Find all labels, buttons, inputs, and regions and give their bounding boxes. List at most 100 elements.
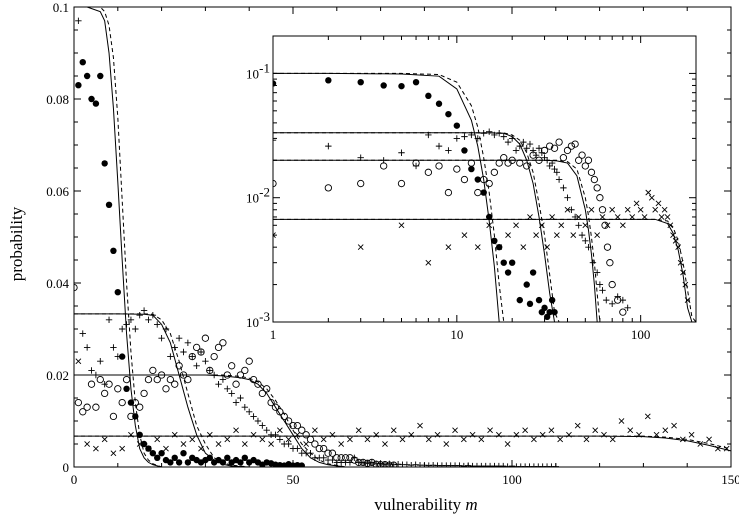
main-point-plus (193, 363, 199, 369)
inset-point-filled-circle (517, 297, 523, 303)
main-point-cross (426, 437, 431, 442)
inset-background (273, 36, 696, 322)
main-point-open-circle (115, 386, 121, 392)
x-tick-label: 150 (721, 472, 739, 487)
main-point-filled-circle (93, 100, 99, 106)
main-point-plus (167, 353, 173, 359)
main-point-open-circle (119, 399, 125, 405)
y-axis-title: probability (7, 206, 26, 281)
main-point-plus (215, 381, 221, 387)
main-point-open-circle (242, 367, 248, 373)
main-point-plus (185, 340, 191, 346)
main-point-cross (400, 437, 405, 442)
main-point-cross (461, 437, 466, 442)
inset-plot: 1 10 10010-110-210-3 (246, 36, 696, 342)
main-point-cross (234, 428, 239, 433)
main-point-cross (707, 437, 712, 442)
main-point-plus (500, 463, 506, 469)
main-point-open-circle (145, 376, 151, 382)
main-point-open-circle (137, 404, 143, 410)
main-point-cross (575, 423, 580, 428)
inset-x-tick-label: 1 (270, 327, 277, 342)
main-point-plus (106, 317, 112, 323)
main-point-cross (225, 437, 230, 442)
main-point-plus (264, 427, 270, 433)
main-point-plus (242, 404, 248, 410)
main-curve-7-solid (74, 436, 731, 451)
inset-point-filled-circle (358, 79, 364, 85)
main-point-plus (119, 326, 125, 332)
main-point-open-circle (220, 340, 226, 346)
main-point-open-circle (233, 381, 239, 387)
inset-point-filled-circle (524, 281, 530, 287)
inset-y-tick-label: 10 (246, 66, 259, 81)
main-point-filled-circle (299, 462, 305, 468)
main-point-plus (132, 326, 138, 332)
main-point-cross (242, 441, 247, 446)
main-point-open-circle (246, 358, 252, 364)
inset-point-filled-circle (480, 189, 486, 195)
main-point-filled-circle (75, 82, 81, 88)
main-point-cross (269, 441, 274, 446)
inset-point-filled-circle (445, 111, 451, 117)
inset-x-tick-label: 100 (631, 327, 651, 342)
main-point-open-circle (224, 372, 230, 378)
y-tick-label: 0 (63, 460, 70, 475)
main-point-filled-circle (110, 248, 116, 254)
main-point-cross (715, 446, 720, 451)
main-point-filled-circle (180, 450, 186, 456)
inset-point-filled-circle (325, 77, 331, 83)
inset-point-filled-circle (501, 259, 507, 265)
main-point-cross (382, 441, 387, 446)
main-point-cross (488, 428, 493, 433)
y-tick-label: 0.04 (46, 276, 69, 291)
main-point-plus (202, 358, 208, 364)
x-tick-label: 50 (287, 472, 300, 487)
main-point-plus (163, 326, 169, 332)
main-point-cross (391, 428, 396, 433)
inset-point-filled-circle (505, 269, 511, 275)
main-point-plus (426, 462, 432, 468)
main-point-open-circle (202, 335, 208, 341)
main-point-plus (456, 462, 462, 468)
main-point-cross (312, 428, 317, 433)
main-point-cross (584, 437, 589, 442)
inset-y-tick-label: 10 (246, 191, 259, 206)
main-point-plus (158, 335, 164, 341)
inset-point-filled-circle (527, 301, 533, 307)
main-point-cross (479, 437, 484, 442)
main-point-cross (93, 446, 98, 451)
main-point-cross (304, 441, 309, 446)
inset-point-filled-circle (536, 297, 542, 303)
main-point-cross (277, 428, 282, 433)
main-point-filled-circle (115, 289, 121, 295)
main-point-plus (75, 18, 81, 24)
main-point-plus (233, 399, 239, 405)
main-point-cross (111, 451, 116, 456)
main-point-cross (190, 437, 195, 442)
main-point-plus (246, 409, 252, 415)
main-point-cross (663, 428, 668, 433)
main-series-filled-circle (75, 59, 305, 469)
main-point-cross (102, 437, 107, 442)
main-point-plus (80, 330, 86, 336)
main-point-cross (155, 437, 160, 442)
main-point-cross (260, 437, 265, 442)
y-tick-label: 0.08 (46, 92, 69, 107)
main-point-cross (120, 446, 125, 451)
main-point-cross (417, 423, 422, 428)
main-point-open-circle (150, 367, 156, 373)
main-point-cross (724, 446, 729, 451)
main-point-open-circle (75, 399, 81, 405)
main-point-cross (76, 359, 81, 364)
main-point-open-circle (185, 376, 191, 382)
y-tick-label: 0.02 (46, 368, 69, 383)
inset-point-filled-circle (413, 79, 419, 85)
main-point-plus (255, 418, 261, 424)
main-point-cross (531, 437, 536, 442)
main-point-plus (84, 344, 90, 350)
main-point-plus (294, 445, 300, 451)
main-point-plus (259, 422, 265, 428)
main-point-cross (85, 441, 90, 446)
